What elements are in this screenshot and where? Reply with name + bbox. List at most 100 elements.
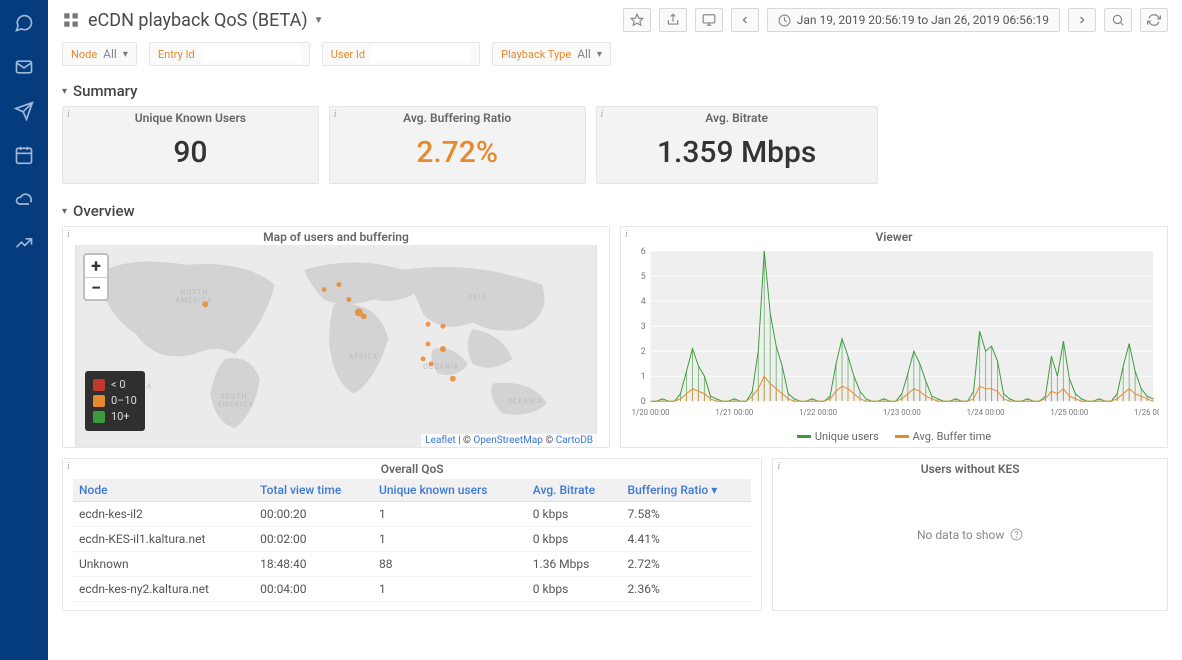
svg-text:1: 1 [641,372,646,382]
unique-users-panel: i Unique Known Users 90 [62,106,319,184]
help-icon[interactable] [1010,528,1023,541]
star-button[interactable] [623,8,651,32]
chevron-down-icon: ▼ [314,15,324,26]
buffer-ratio-title: Avg. Buffering Ratio [330,111,585,125]
content-area: ▾ Summary i Unique Known Users 90 i Avg.… [48,76,1182,635]
table-header[interactable]: Buffering Ratio ▾ [622,479,752,502]
carto-link[interactable]: CartoDB [556,435,593,446]
unique-users-title: Unique Known Users [63,111,318,125]
svg-text:AMERICA: AMERICA [217,400,254,408]
share-button[interactable] [659,8,687,32]
svg-text:SOUTH: SOUTH [220,392,247,400]
node-filter-value: All [103,47,117,61]
table-row[interactable]: ecdn-KES-il1.kaltura.net00:02:0010 kbps4… [73,527,751,552]
svg-text:OCEANIA: OCEANIA [507,397,543,405]
metrics-row: i Unique Known Users 90 i Avg. Buffering… [62,106,1168,184]
user-filter: User Id [322,42,480,66]
no-data-text: No data to show [917,528,1004,542]
svg-text:AFRICA: AFRICA [349,353,378,361]
left-sidebar [0,0,48,660]
monitor-button[interactable] [695,8,723,32]
svg-text:4: 4 [641,297,646,307]
time-range-button[interactable]: Jan 19, 2019 20:56:19 to Jan 26, 2019 06… [767,8,1060,32]
table-row[interactable]: Unknown18:48:40881.36 Mbps2.72% [73,552,751,577]
refresh-button[interactable] [1140,8,1168,32]
map-panel: i Map of users and buffering O [62,226,610,448]
table-header[interactable]: Unique known users [373,479,527,502]
cloud-icon[interactable] [13,188,35,210]
balloon-icon[interactable] [13,12,35,34]
time-range-text: Jan 19, 2019 20:56:19 to Jan 26, 2019 06… [797,13,1049,27]
entry-filter: Entry Id [149,42,310,66]
zoom-in-button[interactable]: + [85,255,107,277]
svg-text:1/23 00:00: 1/23 00:00 [883,408,921,417]
svg-text:1/22 00:00: 1/22 00:00 [799,408,837,417]
table-header[interactable]: Node [73,479,254,502]
viewer-title: Viewer [621,230,1167,244]
overall-qos-panel: i Overall QoS NodeTotal view timeUnique … [62,458,762,611]
table-row[interactable]: ecdn-kes-il200:00:2010 kbps7.58% [73,502,751,527]
zoom-out-button[interactable] [1104,8,1132,32]
no-data-message: No data to show [773,459,1167,610]
svg-text:1/24 00:00: 1/24 00:00 [967,408,1005,417]
viewer-panel: i Viewer 01234561/20 00:001/21 00:001/22… [620,226,1168,448]
leaflet-link[interactable]: Leaflet [425,435,455,446]
mail-icon[interactable] [13,56,35,78]
user-input[interactable] [371,45,471,63]
viewer-chart[interactable]: 01234561/20 00:001/21 00:001/22 00:001/2… [629,245,1159,423]
prev-button[interactable] [731,8,759,32]
users-without-title: Users without KES [773,462,1167,476]
bitrate-panel: i Avg. Bitrate 1.359 Mbps [596,106,878,184]
summary-header[interactable]: ▾ Summary [62,76,1168,106]
node-filter-label: Node [71,48,97,61]
buffer-ratio-panel: i Avg. Buffering Ratio 2.72% [329,106,586,184]
svg-text:1/21 00:00: 1/21 00:00 [715,408,753,417]
svg-text:5: 5 [641,272,646,282]
page-title[interactable]: eCDN playback QoS (BETA) ▼ [88,10,324,31]
overview-row-2: i Overall QoS NodeTotal view timeUnique … [62,458,1168,611]
overview-header[interactable]: ▾ Overview [62,196,1168,226]
chevron-down-icon: ▾ [123,49,128,60]
svg-text:6: 6 [641,247,646,257]
buffer-ratio-value: 2.72% [416,135,498,170]
table-header[interactable]: Avg. Bitrate [527,479,622,502]
map-body[interactable]: OCEANIA NORTH AMERICA SOUTH AMERICA AFRI… [75,245,597,447]
viewer-legend: Unique usersAvg. Buffer time [621,430,1167,443]
calendar-icon[interactable] [13,144,35,166]
next-button[interactable] [1068,8,1096,32]
svg-text:ASIA: ASIA [468,293,487,301]
bitrate-value: 1.359 Mbps [657,135,816,170]
send-icon[interactable] [13,100,35,122]
zoom-controls: + − [83,253,109,301]
chart-icon[interactable] [13,232,35,254]
chevron-down-icon: ▾ [597,49,602,60]
topbar: eCDN playback QoS (BETA) ▼ Jan 19, 2019 … [48,0,1182,36]
overall-title: Overall QoS [63,462,761,476]
overview-title: Overview [73,202,135,220]
svg-text:2: 2 [641,347,646,357]
node-filter[interactable]: Node All ▾ [62,42,137,66]
summary-title: Summary [73,82,137,100]
svg-text:1/25 00:00: 1/25 00:00 [1050,408,1088,417]
chevron-down-icon: ▾ [62,206,67,217]
table-row[interactable]: ecdn-kes-ny2.kaltura.net00:04:0010 kbps2… [73,577,751,602]
playback-filter-value: All [577,47,591,61]
playback-filter[interactable]: Playback Type All ▾ [492,42,611,66]
map-attribution: Leaflet | © OpenStreetMap © CartoDB [421,434,597,447]
zoom-out-button[interactable]: − [85,277,107,299]
svg-text:1/20 00:00: 1/20 00:00 [632,408,670,417]
chevron-down-icon: ▾ [62,86,67,97]
svg-text:OCEANIA: OCEANIA [423,363,459,371]
entry-input[interactable] [201,45,301,63]
page-title-text: eCDN playback QoS (BETA) [88,10,308,31]
map-title: Map of users and buffering [63,230,609,244]
svg-text:1/26 00:00: 1/26 00:00 [1134,408,1159,417]
svg-text:3: 3 [641,322,646,332]
users-without-panel: i Users without KES No data to show [772,458,1168,611]
osm-link[interactable]: OpenStreetMap [473,435,543,446]
dashboard-icon[interactable] [62,11,80,29]
world-map: OCEANIA NORTH AMERICA SOUTH AMERICA AFRI… [75,245,597,447]
table-header[interactable]: Total view time [254,479,373,502]
overview-row-1: i Map of users and buffering O [62,226,1168,448]
entry-filter-label: Entry Id [158,48,195,61]
